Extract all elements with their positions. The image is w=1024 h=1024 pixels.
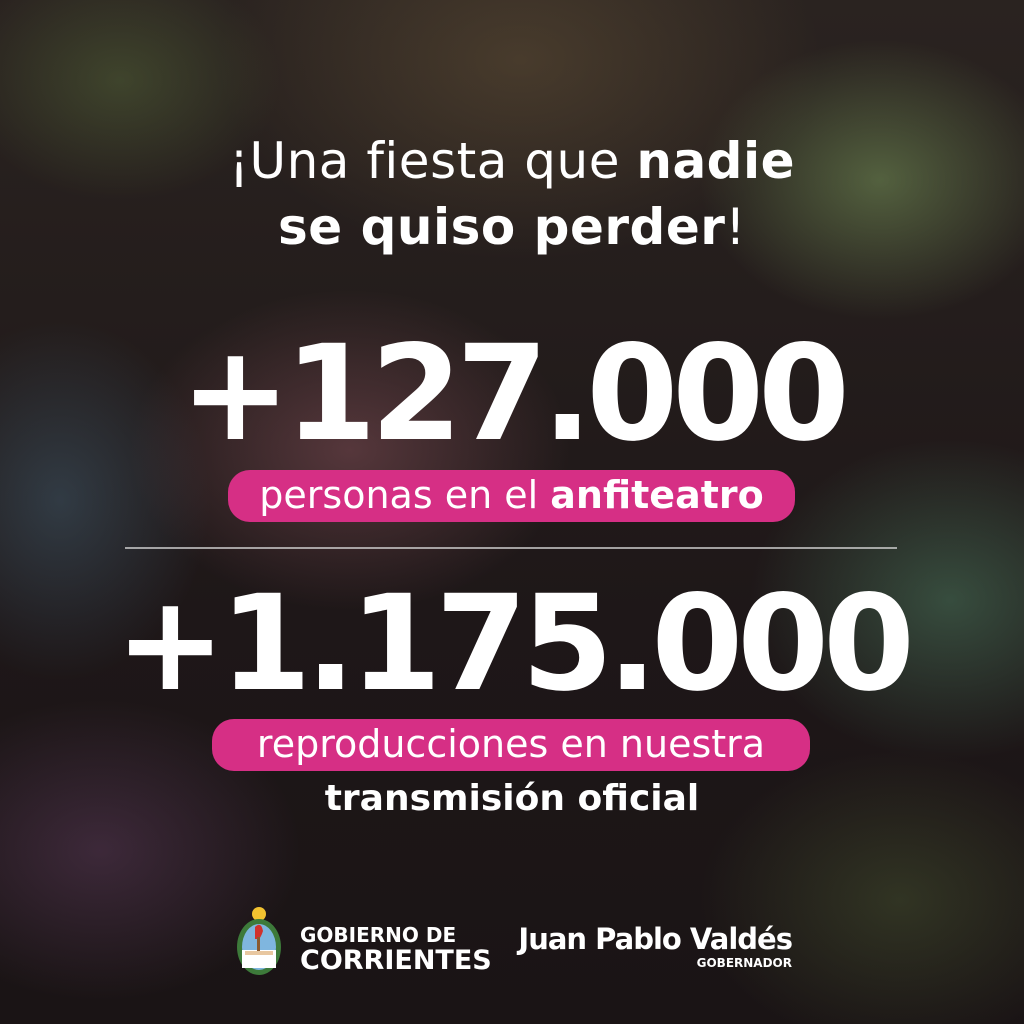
stat-views-value: +1.175.000: [115, 567, 915, 721]
gov-line1: GOBIERNO DE: [300, 923, 457, 947]
governor-signature: Juan Pablo Valdés GOBERNADOR: [518, 922, 793, 970]
coat-of-arms-icon: [237, 907, 281, 975]
headline-bold-line2: se quiso perder: [278, 198, 726, 256]
label-regular: personas en el: [259, 473, 551, 517]
stat-attendees-value: +127.000: [180, 317, 850, 471]
stat-views-sublabel: transmisión oficial: [324, 778, 700, 819]
stat-attendees-label: personas en el anfiteatro: [228, 470, 795, 522]
gov-line2: CORRIENTES: [300, 945, 492, 976]
governor-name: Juan Pablo Valdés: [518, 922, 793, 956]
government-logo-text: GOBIERNO DE CORRIENTES: [300, 925, 492, 974]
headline-text: ¡Una fiesta que: [228, 132, 637, 190]
label-bold: anfiteatro: [550, 473, 764, 517]
headline-bold: nadie: [636, 132, 796, 190]
stat-views-label: reproducciones en nuestra: [212, 719, 810, 771]
governor-role: GOBERNADOR: [696, 956, 792, 970]
headline-end: !: [725, 198, 746, 256]
headline: ¡Una fiesta que nadie se quiso perder!: [0, 128, 1024, 260]
divider: [125, 547, 897, 549]
